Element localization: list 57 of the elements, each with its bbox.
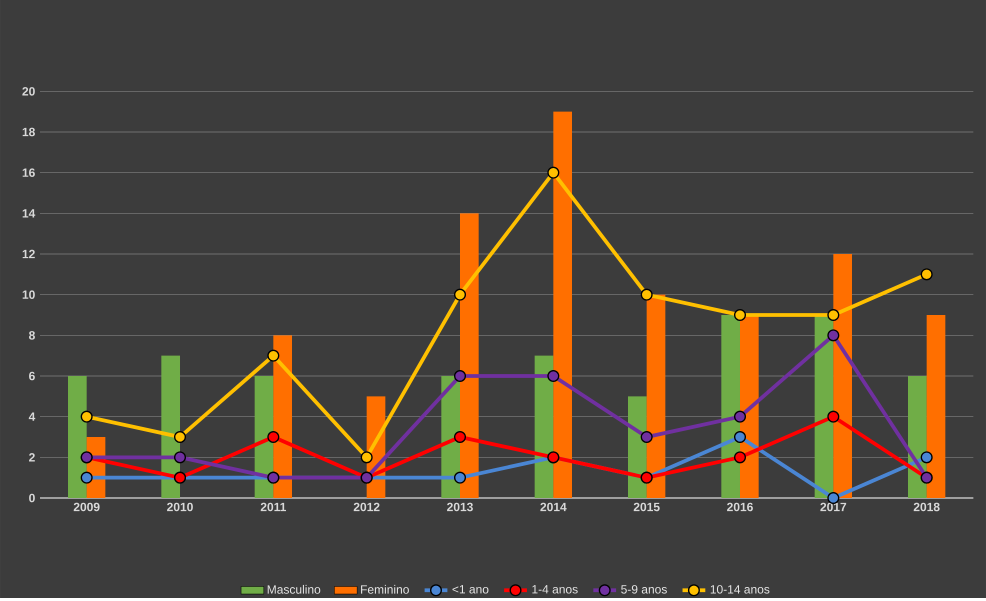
- x-tick-label: 2011: [260, 502, 286, 512]
- x-tick-label: 2018: [914, 502, 940, 512]
- bar: [646, 294, 666, 498]
- x-tick-label: 2013: [447, 502, 473, 512]
- bar: [460, 213, 479, 498]
- legend-label: Feminino: [361, 584, 409, 594]
- point: [80, 472, 93, 484]
- y-tick-label: 4: [28, 412, 36, 421]
- point: [640, 431, 653, 444]
- point: [267, 431, 280, 444]
- point: [734, 451, 746, 464]
- point: [734, 410, 746, 423]
- y-tick-label: 10: [22, 290, 35, 299]
- legend-label: <1 ano: [452, 585, 488, 594]
- x-tick-label: 2014: [540, 502, 567, 512]
- bar: [68, 376, 87, 498]
- point: [734, 309, 746, 322]
- legend-label: 5-9 anos: [621, 585, 667, 594]
- point: [640, 288, 653, 301]
- x-tick-label: 2015: [634, 502, 660, 512]
- y-tick-label: 6: [29, 372, 35, 380]
- point: [454, 472, 466, 484]
- y-tick-label: 20: [22, 87, 35, 96]
- x-tick-label: 2009: [74, 502, 100, 512]
- legend-label: 1-4 anos: [532, 585, 578, 594]
- bar: [553, 112, 572, 498]
- point: [547, 370, 560, 382]
- y-tick-label: 16: [22, 168, 35, 177]
- point: [920, 451, 933, 464]
- legend-label: 10-14 anos: [710, 585, 770, 594]
- point: [827, 329, 840, 342]
- y-tick-label: 14: [22, 209, 36, 218]
- y-tick-label: 8: [29, 331, 35, 340]
- point: [827, 309, 840, 322]
- x-tick-label: 2017: [820, 502, 846, 512]
- point: [174, 451, 186, 464]
- point: [454, 370, 466, 382]
- y-tick-label: 0: [29, 494, 35, 502]
- point: [547, 166, 560, 179]
- legend-label: Masculino: [268, 584, 320, 594]
- y-tick-label: 12: [22, 250, 35, 258]
- bar: [926, 315, 946, 498]
- y-tick-label: 2: [29, 453, 35, 462]
- x-tick-label: 2010: [167, 502, 193, 512]
- point: [827, 410, 840, 423]
- point: [267, 350, 280, 362]
- x-tick-label: 2016: [727, 502, 753, 512]
- point: [80, 410, 93, 423]
- point: [734, 431, 746, 444]
- point: [454, 431, 466, 444]
- y-tick-label: 18: [22, 128, 35, 136]
- point: [920, 268, 933, 280]
- x-tick-label: 2012: [354, 502, 380, 512]
- bar: [534, 356, 554, 498]
- point: [174, 431, 186, 444]
- point: [454, 288, 466, 301]
- point: [360, 451, 373, 464]
